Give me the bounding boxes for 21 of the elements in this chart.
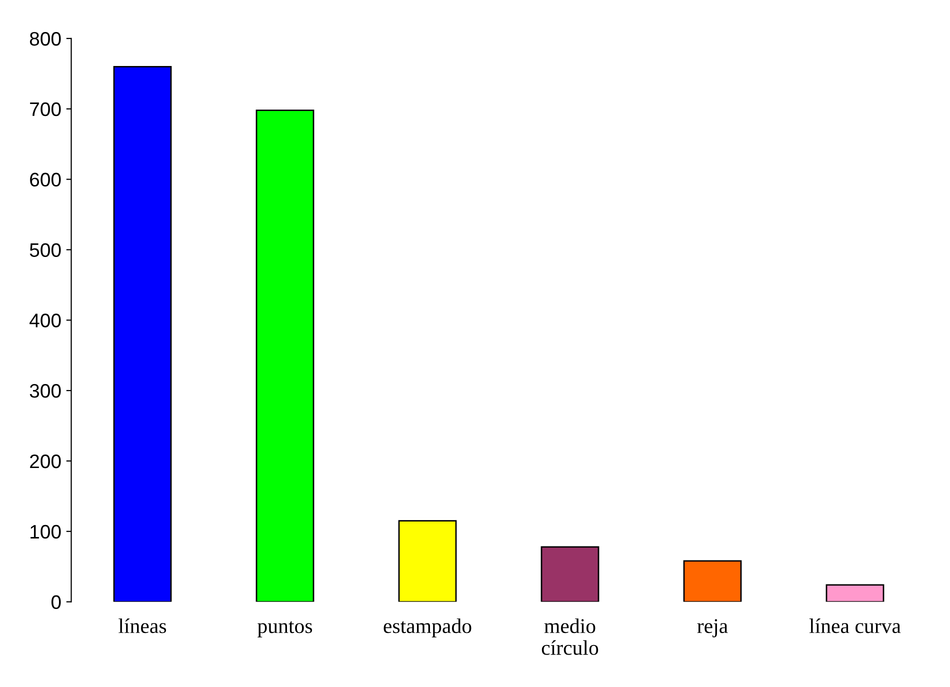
y-tick-label: 600 (30, 172, 61, 187)
x-tick-label: medio círculo (542, 618, 598, 655)
x-tick-label: reja (697, 619, 728, 638)
x-tick-label: líneas (118, 618, 166, 634)
bar (398, 520, 457, 602)
bar (683, 560, 742, 602)
bar (540, 546, 600, 602)
y-tick-label: 100 (30, 524, 61, 539)
y-tick-label: 400 (30, 314, 61, 328)
bar (113, 66, 172, 602)
y-tick-label: 300 (30, 384, 61, 398)
bar (256, 110, 314, 602)
y-tick-label: 700 (30, 102, 61, 116)
y-tick-label: 200 (30, 454, 61, 468)
x-tick-label: puntos (258, 621, 312, 638)
x-tick-label: estampado (384, 618, 472, 638)
x-tick-label: línea curva (809, 618, 901, 634)
y-tick-label: 800 (30, 32, 61, 46)
y-tick-label: 500 (30, 243, 61, 257)
y-tick-label: 0 (51, 595, 61, 610)
bar (826, 584, 884, 602)
